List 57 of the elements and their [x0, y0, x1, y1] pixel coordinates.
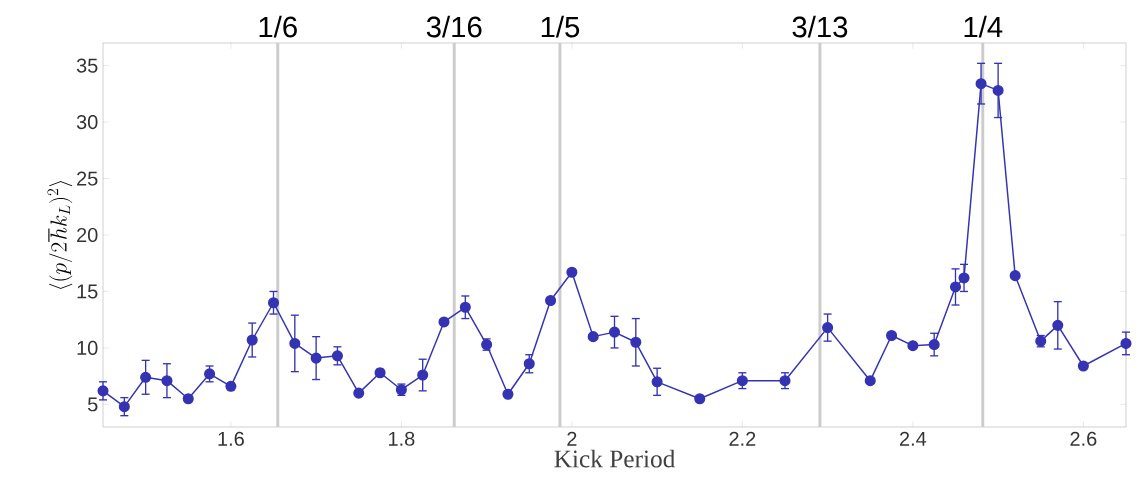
x-tick-label: 1.8: [389, 431, 415, 446]
point: [949, 281, 962, 293]
point: [523, 358, 535, 370]
point: [928, 339, 940, 351]
point: [545, 294, 557, 307]
point: [374, 367, 386, 379]
point: [331, 350, 343, 362]
point: [608, 326, 621, 338]
point: [97, 385, 109, 397]
y-tick-label: 20: [77, 227, 98, 243]
annotation: 1/5: [541, 15, 580, 38]
point: [459, 301, 471, 313]
point: [289, 337, 301, 349]
point: [886, 329, 898, 342]
point: [246, 334, 258, 346]
y-tick-label: 10: [77, 340, 98, 355]
y-axis-title: $\langle(p/2\hbar k_L)^2\rangle$: [47, 181, 73, 289]
y-tick-label: 35: [76, 58, 98, 73]
point: [182, 393, 194, 405]
point: [140, 371, 152, 383]
point: [975, 78, 987, 90]
annotation: 1/6: [259, 15, 297, 38]
point: [822, 322, 834, 334]
point: [161, 375, 173, 387]
point: [267, 297, 280, 309]
point: [651, 376, 663, 388]
x-tick-label: 2: [567, 431, 577, 446]
annotation: 3/13: [792, 15, 848, 38]
y-tick-label: 30: [76, 114, 98, 130]
point: [992, 84, 1004, 96]
point: [1120, 337, 1132, 349]
point: [310, 352, 322, 364]
point: [1077, 360, 1089, 372]
y-tick-label: 15: [77, 284, 98, 299]
y-tick-label: 5: [87, 397, 98, 412]
y-tick-label: 25: [77, 171, 98, 186]
point: [417, 369, 429, 381]
point: [587, 331, 599, 343]
x-axis-title: Kick Period: [554, 449, 676, 468]
point: [864, 375, 876, 387]
point: [438, 316, 450, 328]
point: [1052, 319, 1064, 331]
annotation: 1/4: [964, 15, 1003, 38]
point: [118, 401, 130, 413]
point: [1009, 270, 1021, 282]
point: [907, 340, 919, 352]
x-tick-label: 2.2: [729, 431, 756, 446]
point: [502, 388, 514, 400]
x-tick-label: 1.6: [218, 431, 244, 446]
x-tick-label: 2.4: [899, 431, 927, 446]
point: [958, 272, 970, 284]
annotation: 3/16: [426, 15, 482, 38]
point: [694, 393, 706, 405]
point: [353, 387, 365, 399]
x-tick-label: 2.6: [1070, 431, 1097, 446]
point: [630, 336, 642, 348]
point: [566, 266, 578, 278]
